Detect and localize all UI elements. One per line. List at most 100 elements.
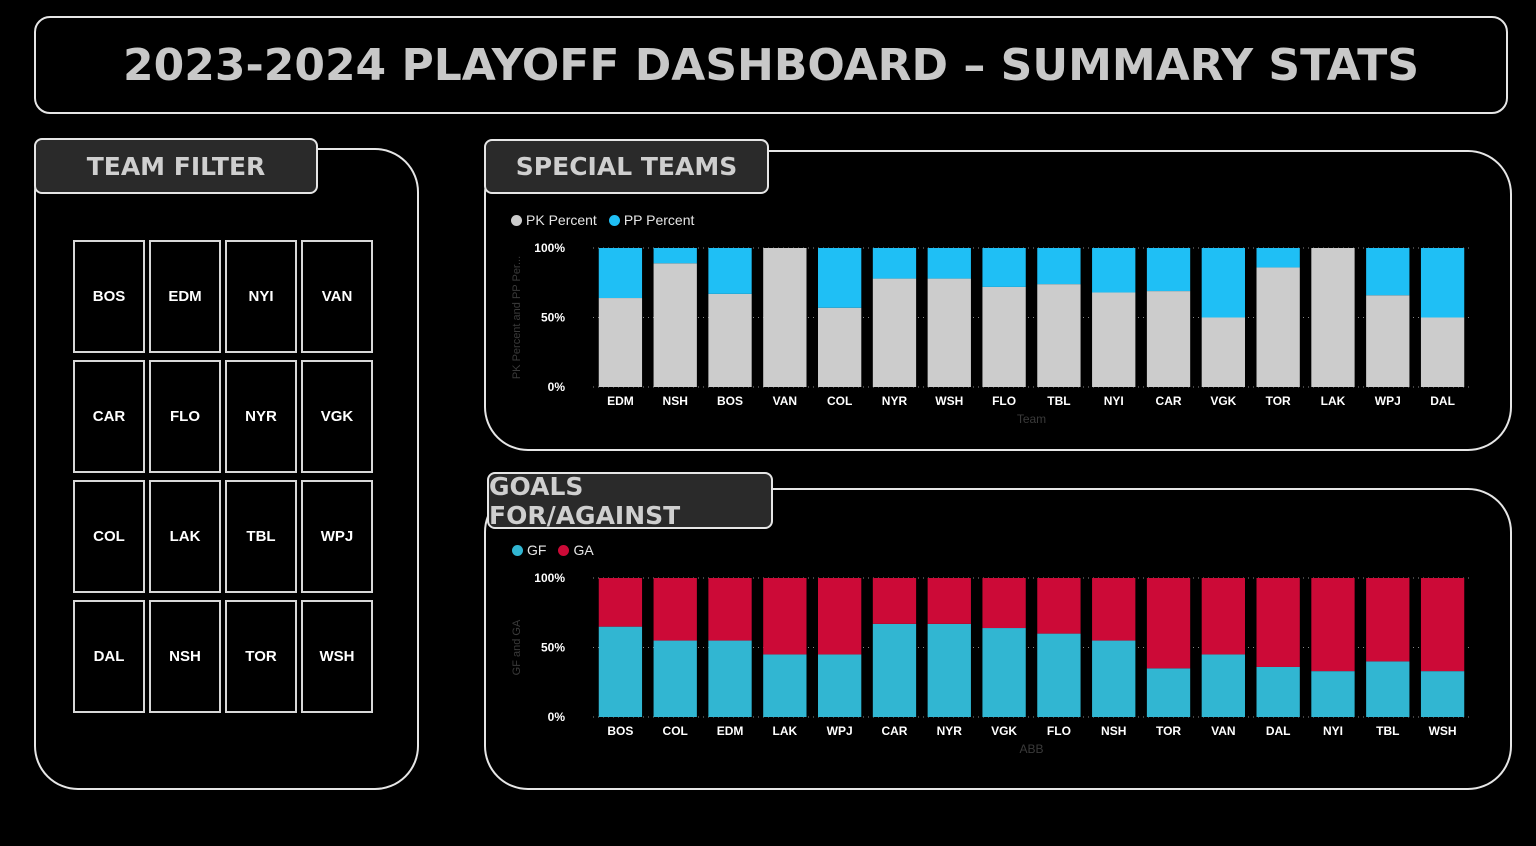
special-teams-bar-pk-percent-nsh xyxy=(653,263,697,387)
goals-x-tick-label: TOR xyxy=(1156,724,1181,738)
goals-bar-gf-edm xyxy=(708,640,752,717)
goals-x-tick-label: LAK xyxy=(773,724,798,738)
special-teams-x-tick-label: VAN xyxy=(773,394,797,408)
legend-item-gf: GF xyxy=(512,542,546,558)
special-teams-x-tick-label: FLO xyxy=(992,394,1016,408)
goals-x-tick-label: BOS xyxy=(607,724,633,738)
goals-bar-ga-flo xyxy=(1037,578,1081,634)
special-teams-bar-pk-percent-wpj xyxy=(1366,295,1410,387)
goals-bar-ga-van xyxy=(1201,578,1245,655)
goals-x-tick-label: CAR xyxy=(881,724,907,738)
team-button[interactable]: NSH xyxy=(149,600,221,713)
team-button[interactable]: NYR xyxy=(225,360,297,473)
special-teams-x-tick-label: NYR xyxy=(882,394,908,408)
special-teams-x-tick-label: LAK xyxy=(1321,394,1346,408)
special-teams-bar-pp-percent-flo xyxy=(982,248,1026,287)
goals-x-tick-label: COL xyxy=(663,724,688,738)
special-teams-bar-pk-percent-wsh xyxy=(927,278,971,387)
legend-label-pk: PK Percent xyxy=(526,212,597,228)
goals-x-tick-label: TBL xyxy=(1376,724,1399,738)
special-teams-panel xyxy=(484,150,1512,451)
special-teams-bar-pk-percent-nyr xyxy=(872,278,917,387)
team-button[interactable]: EDM xyxy=(149,240,221,353)
special-teams-y-tick-label: 100% xyxy=(534,241,565,255)
goals-bar-gf-car xyxy=(872,623,917,717)
goals-bar-ga-car xyxy=(872,578,917,624)
goals-y-axis-label: GF and GA xyxy=(511,619,523,675)
special-teams-bar-pk-percent-flo xyxy=(982,286,1026,387)
special-teams-bar-pk-percent-dal xyxy=(1420,317,1465,387)
goals-x-tick-label: VAN xyxy=(1211,724,1235,738)
special-teams-bar-pp-percent-edm xyxy=(598,248,643,299)
goals-bar-gf-nsh xyxy=(1092,640,1136,717)
special-teams-bar-pp-percent-nyi xyxy=(1092,248,1136,293)
goals-y-tick-label: 100% xyxy=(534,571,565,585)
special-teams-bar-pp-percent-nsh xyxy=(653,248,697,264)
team-button[interactable]: WPJ xyxy=(301,480,373,593)
special-teams-bar-pp-percent-vgk xyxy=(1201,248,1245,318)
goals-x-tick-label: NSH xyxy=(1101,724,1126,738)
special-teams-bar-pk-percent-tor xyxy=(1256,267,1300,387)
special-teams-bar-pp-percent-tbl xyxy=(1037,248,1081,285)
legend-item-pp: PP Percent xyxy=(608,212,695,228)
team-button[interactable]: VAN xyxy=(301,240,373,353)
goals-bar-gf-nyr xyxy=(927,623,971,717)
goals-x-tick-label: NYI xyxy=(1323,724,1343,738)
team-button[interactable]: WSH xyxy=(301,600,373,713)
goals-bar-gf-flo xyxy=(1037,633,1081,717)
legend-dot-pk xyxy=(511,214,522,226)
special-teams-bar-pp-percent-wsh xyxy=(927,248,971,279)
goals-panel xyxy=(484,488,1512,790)
legend-label-pp: PP Percent xyxy=(623,212,695,228)
goals-bar-gf-col xyxy=(653,640,697,717)
team-filter-grid: BOS EDM NYI VAN CAR FLO NYR VGK COL LAK … xyxy=(73,240,373,713)
special-teams-y-axis-label: PK Percent and PP Per... xyxy=(511,256,523,379)
special-teams-bar-pp-percent-dal xyxy=(1420,248,1465,318)
goals-bar-gf-bos xyxy=(598,626,643,717)
goals-bar-gf-tbl xyxy=(1366,661,1410,717)
team-button[interactable]: TOR xyxy=(225,600,297,713)
special-teams-heading: SPECIAL TEAMS xyxy=(484,139,769,194)
special-teams-bar-pk-percent-tbl xyxy=(1037,284,1081,387)
goals-x-tick-label: VGK xyxy=(991,724,1017,738)
goals-x-tick-label: DAL xyxy=(1266,724,1291,738)
goals-legend: GF GA xyxy=(512,542,600,558)
team-button[interactable]: LAK xyxy=(149,480,221,593)
goals-y-tick-label: 0% xyxy=(548,710,566,724)
goals-x-tick-label: EDM xyxy=(717,724,744,738)
legend-dot-gf xyxy=(512,544,523,556)
team-button[interactable]: BOS xyxy=(73,240,145,353)
special-teams-x-tick-label: VGK xyxy=(1210,394,1236,408)
goals-bar-gf-vgk xyxy=(982,628,1026,717)
special-teams-bar-pp-percent-tor xyxy=(1256,248,1300,268)
special-teams-x-tick-label: DAL xyxy=(1430,394,1455,408)
special-teams-bar-pp-percent-car xyxy=(1146,248,1191,292)
goals-bar-gf-dal xyxy=(1256,666,1300,717)
legend-label-gf: GF xyxy=(527,542,547,558)
special-teams-bar-pk-percent-bos xyxy=(708,293,752,387)
goals-bar-ga-bos xyxy=(598,578,643,627)
goals-bar-ga-tor xyxy=(1146,578,1191,669)
special-teams-x-tick-label: BOS xyxy=(717,394,743,408)
team-button[interactable]: FLO xyxy=(149,360,221,473)
goals-x-tick-label: FLO xyxy=(1047,724,1071,738)
team-button[interactable]: CAR xyxy=(73,360,145,473)
goals-chart: 0% 50% 100% GF and GA BOS COL EDM LAK WPJ CAR NYR V… xyxy=(511,571,1470,756)
team-button[interactable]: DAL xyxy=(73,600,145,713)
special-teams-y-tick-label: 0% xyxy=(548,380,566,394)
team-button[interactable]: NYI xyxy=(225,240,297,353)
team-button[interactable]: COL xyxy=(73,480,145,593)
goals-bar-ga-vgk xyxy=(982,578,1026,629)
goals-x-tick-label: WSH xyxy=(1429,724,1457,738)
legend-dot-ga xyxy=(558,544,570,556)
team-button[interactable]: TBL xyxy=(225,480,297,593)
goals-heading: GOALS FOR/AGAINST xyxy=(487,472,773,530)
special-teams-x-tick-label: NYI xyxy=(1104,394,1124,408)
goals-bar-gf-van xyxy=(1201,654,1245,717)
goals-bar-ga-nsh xyxy=(1092,578,1136,641)
goals-bar-gf-wpj xyxy=(818,654,862,717)
special-teams-x-tick-label: TOR xyxy=(1266,394,1291,408)
goals-bar-ga-tbl xyxy=(1366,578,1410,662)
team-button[interactable]: VGK xyxy=(301,360,373,473)
special-teams-x-tick-label: EDM xyxy=(607,394,634,408)
